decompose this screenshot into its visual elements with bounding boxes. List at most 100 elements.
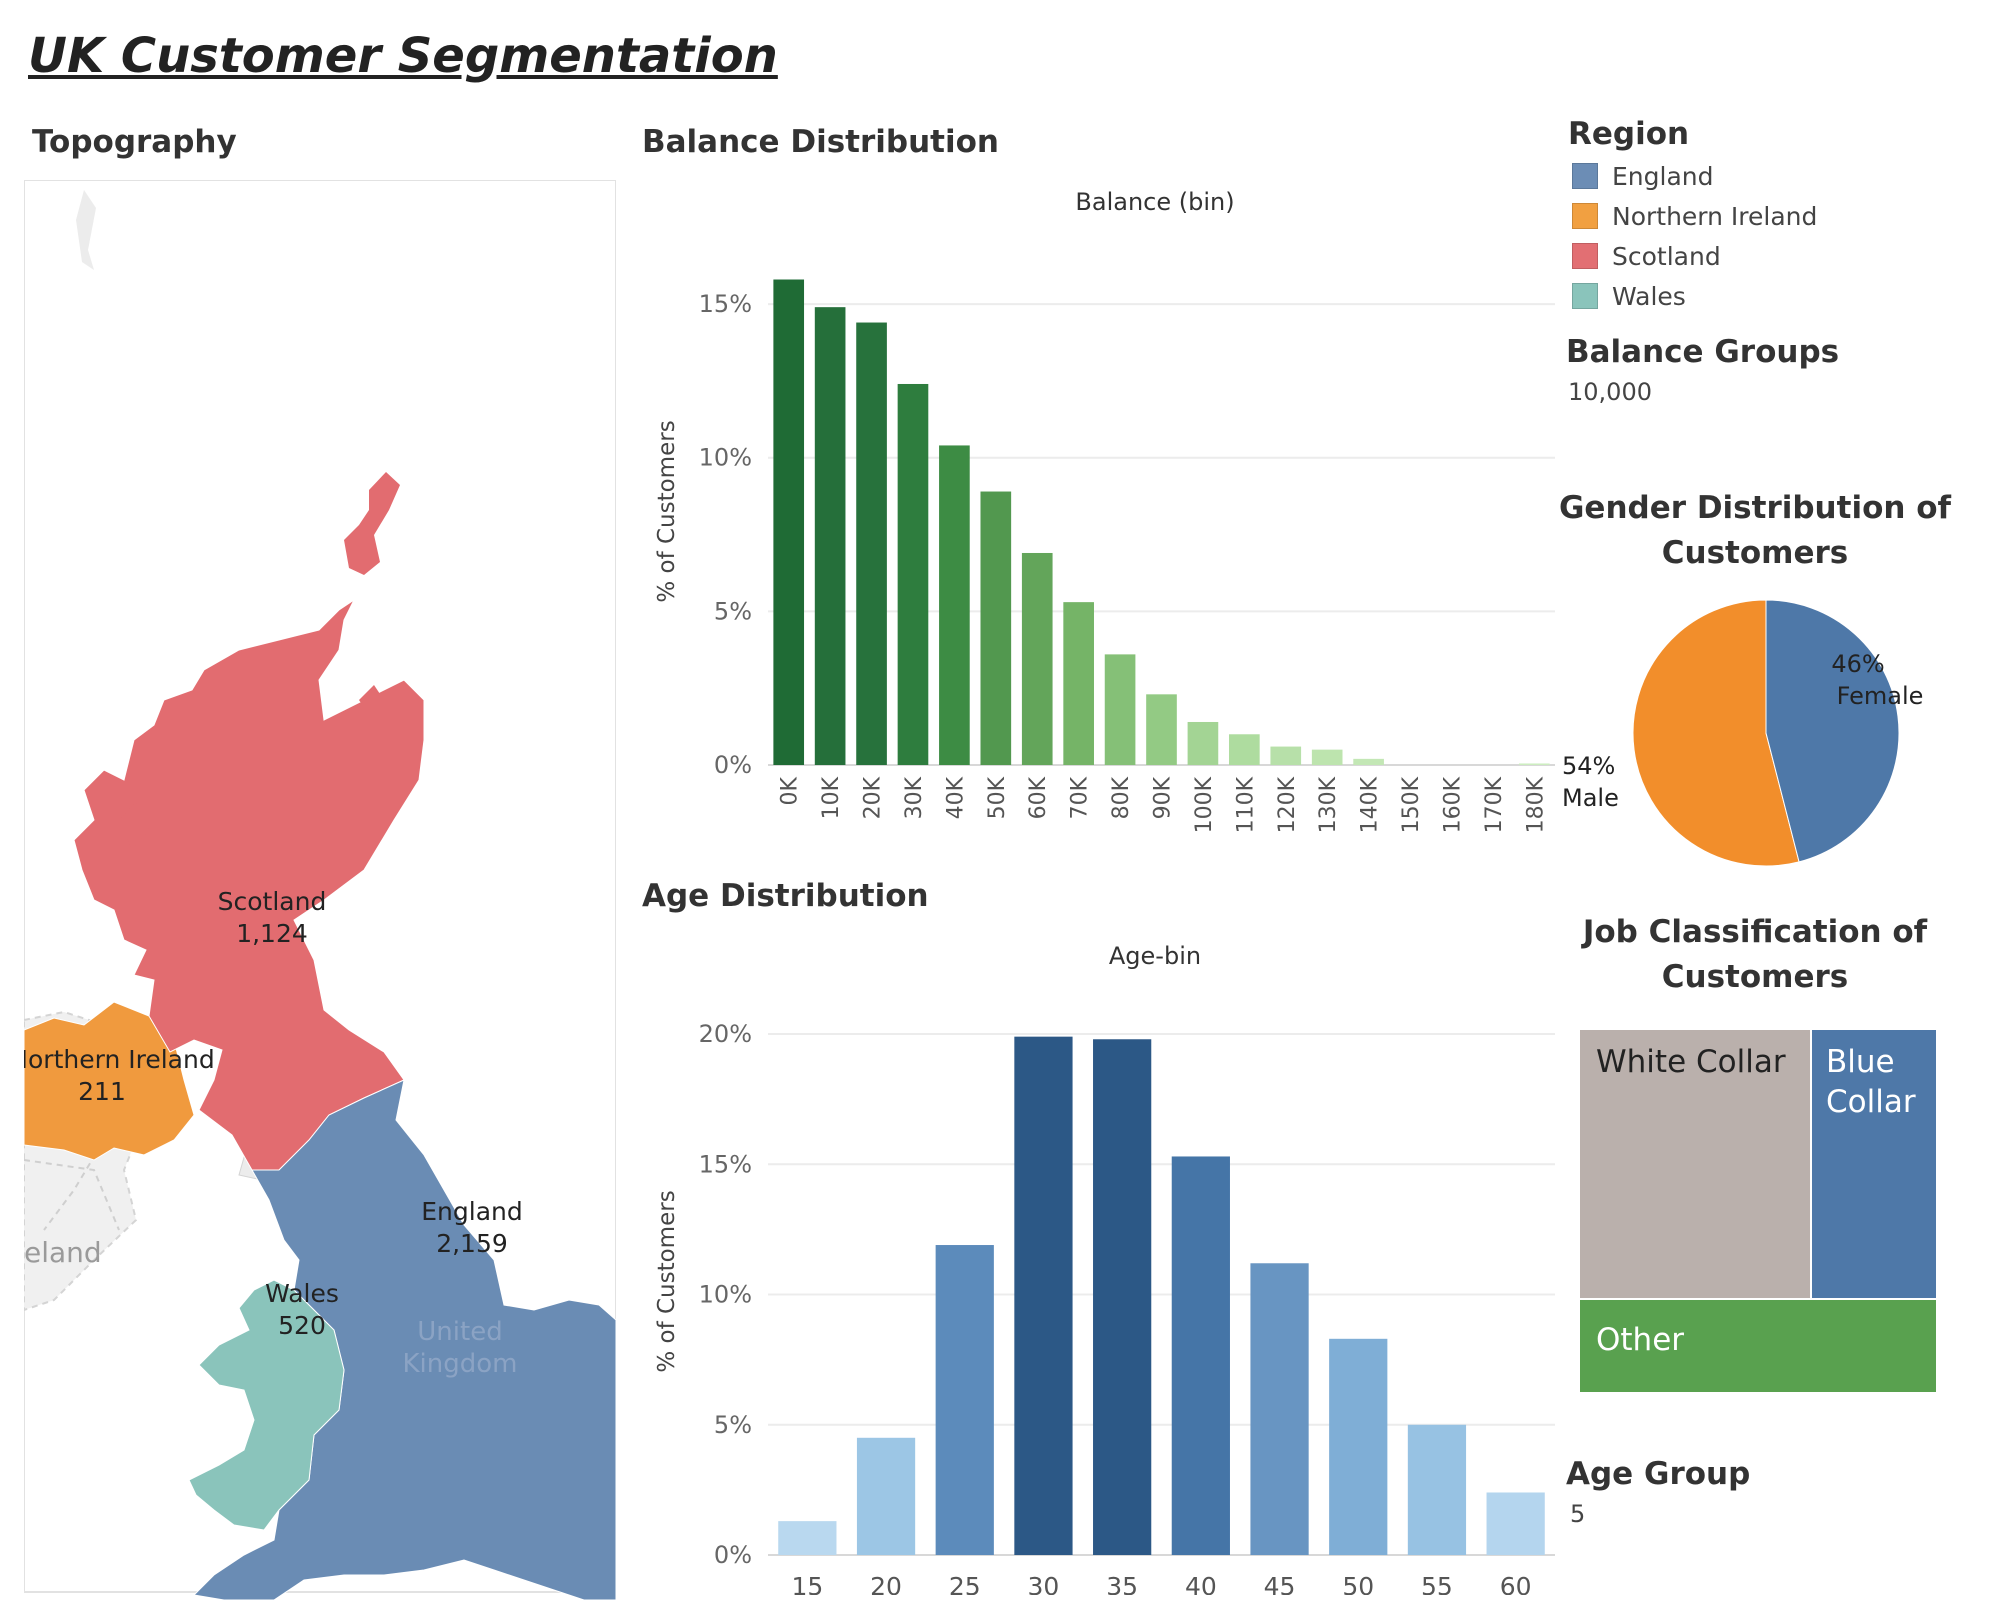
x-tick-label: 110K [1233, 776, 1258, 833]
job-title-line1: Job Classification of [1582, 914, 1928, 950]
x-tick-label: 10K [819, 776, 844, 819]
x-tick-label: 70K [1068, 776, 1093, 819]
bar [1270, 746, 1302, 765]
x-tick-label: 20 [870, 1572, 902, 1595]
y-tick-label: 0% [714, 751, 752, 779]
map-label-northern-ireland-name: Northern Ireland [24, 1045, 215, 1074]
x-tick-label: 120K [1275, 776, 1300, 833]
legend-item-england[interactable]: England [1572, 156, 1817, 196]
x-tick-label: 20K [861, 776, 886, 819]
legend-swatch-scotland [1572, 243, 1598, 269]
uk-map[interactable]: Scotland 1,124 Northern Ireland 211 Engl… [24, 180, 616, 1600]
pie-label-male: Male [1562, 784, 1619, 812]
x-tick-label: 170K [1482, 776, 1507, 833]
age-group-title: Age Group [1566, 1456, 1751, 1492]
x-tick-label: 80K [1109, 776, 1134, 819]
x-tick-label: 30K [902, 776, 927, 819]
x-tick-label: 0K [778, 776, 803, 805]
balance-groups-value: 10,000 [1568, 378, 1652, 406]
bar [1187, 721, 1219, 765]
x-tick-label: 160K [1440, 776, 1465, 833]
legend-item-scotland[interactable]: Scotland [1572, 236, 1817, 276]
legend-label: Northern Ireland [1612, 201, 1818, 231]
x-tick-label: 180K [1523, 776, 1548, 833]
x-tick-label: 140K [1358, 776, 1383, 833]
bar [1063, 602, 1094, 765]
treemap-white-collar[interactable]: White Collar [1580, 1030, 1810, 1298]
map-label-wales-value: 520 [278, 1311, 326, 1340]
y-axis-label: % of Customers [654, 420, 680, 602]
bar [1093, 1039, 1152, 1555]
legend-swatch-england [1572, 163, 1598, 189]
x-tick-label: 40K [943, 776, 968, 819]
legend-label: Wales [1612, 281, 1686, 311]
job-chart-title: Job Classification of Customers [1540, 910, 1970, 1000]
bar [1229, 734, 1260, 765]
x-tick-label: 40 [1185, 1572, 1217, 1595]
treemap-other[interactable]: Other [1580, 1300, 1936, 1392]
map-region-scotland [73, 472, 425, 1171]
legend-swatch-wales [1572, 283, 1598, 309]
age-chart-subtitle: Age-bin [1108, 942, 1202, 970]
pie-label-female: Female [1837, 682, 1924, 710]
treemap-label-blue-collar-line1: Blue [1826, 1044, 1895, 1080]
bar [1021, 552, 1053, 765]
bar [1146, 694, 1177, 765]
x-tick-label: 45 [1264, 1572, 1296, 1595]
y-tick-label: 20% [699, 1020, 752, 1048]
bar [773, 279, 805, 765]
bar [939, 445, 970, 765]
gender-pie-chart[interactable]: 46% Female 54% Male [1550, 590, 1990, 880]
region-legend-title: Region [1568, 116, 1690, 152]
map-label-scotland-value: 1,124 [236, 919, 308, 948]
job-treemap: White Collar Blue Collar Other [1580, 1030, 1936, 1392]
x-tick-label: 130K [1316, 776, 1341, 833]
y-axis-label: % of Customers [654, 1190, 680, 1372]
treemap-blue-collar[interactable]: Blue Collar [1812, 1030, 1936, 1298]
region-legend: England Northern Ireland Scotland Wales [1572, 156, 1817, 316]
x-tick-label: 50K [985, 776, 1010, 819]
bar [1486, 1492, 1545, 1555]
balance-chart-title: Balance Distribution [642, 124, 999, 160]
legend-label: England [1612, 161, 1714, 191]
bar [1353, 758, 1384, 765]
age-chart[interactable]: 0% 5% 10% 15% 20% % of Customers 15 20 25 30 35 40 4… [640, 970, 1560, 1595]
y-tick-label: 10% [699, 444, 752, 472]
gender-chart-title: Gender Distribution of Customers [1540, 486, 1970, 576]
bar [1171, 1156, 1230, 1555]
bar [856, 1437, 916, 1555]
x-tick-label: 30 [1028, 1572, 1060, 1595]
legend-swatch-northern-ireland [1572, 203, 1598, 229]
map-label-england-name: England [421, 1197, 523, 1226]
pie-slice-male [1632, 599, 1800, 867]
bar [1518, 763, 1550, 765]
job-title-line2: Customers [1661, 959, 1849, 995]
bar [856, 322, 887, 765]
age-chart-title: Age Distribution [642, 878, 929, 914]
bar [1104, 654, 1136, 765]
bar [935, 1245, 994, 1555]
x-tick-label: 60 [1500, 1572, 1532, 1595]
legend-item-wales[interactable]: Wales [1572, 276, 1817, 316]
bar [778, 1521, 837, 1555]
x-tick-label: 50 [1342, 1572, 1374, 1595]
x-tick-label: 60K [1026, 776, 1051, 819]
x-tick-label: 25 [949, 1572, 981, 1595]
treemap-label-blue-collar-line2: Collar [1826, 1084, 1916, 1120]
y-tick-label: 15% [699, 290, 752, 318]
age-group-value: 5 [1570, 1500, 1586, 1528]
balance-groups-title: Balance Groups [1566, 334, 1840, 370]
balance-chart-subtitle: Balance (bin) [1075, 188, 1235, 216]
y-tick-label: 15% [699, 1150, 752, 1178]
gender-title-line2: Customers [1661, 535, 1849, 571]
map-label-country-line1: United [417, 1317, 502, 1347]
y-tick-label: 10% [699, 1281, 752, 1309]
gender-title-line1: Gender Distribution of [1558, 490, 1952, 526]
legend-item-northern-ireland[interactable]: Northern Ireland [1572, 196, 1817, 236]
balance-chart[interactable]: 0% 5% 10% 15% % of Customers 0K 10K 20K 30K 40K 50… [640, 218, 1560, 858]
map-label-wales-name: Wales [265, 1279, 339, 1308]
topography-title: Topography [32, 124, 237, 160]
page-title: UK Customer Segmentation [28, 28, 778, 84]
map-region-northern-ireland [24, 1001, 195, 1161]
map-label-england-value: 2,159 [436, 1229, 508, 1258]
